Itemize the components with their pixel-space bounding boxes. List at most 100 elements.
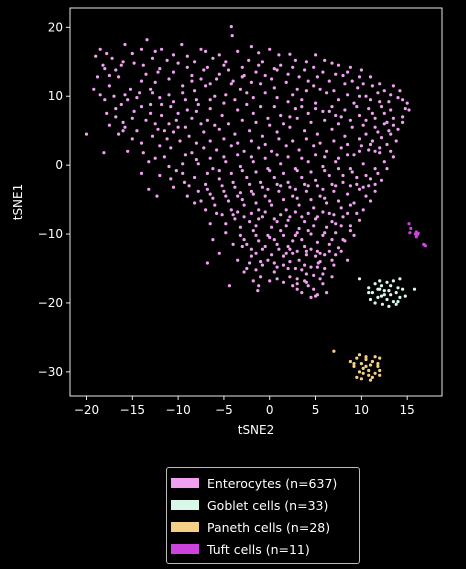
scatter-point	[158, 173, 162, 178]
scatter-point	[107, 73, 111, 78]
scatter-point	[270, 149, 274, 153]
x-tick-label: −15	[120, 403, 145, 417]
scatter-point	[224, 222, 228, 226]
scatter-point	[240, 198, 244, 202]
scatter-point	[233, 217, 237, 221]
scatter-point	[348, 167, 352, 171]
scatter-point	[385, 280, 389, 284]
scatter-point	[336, 98, 341, 102]
scatter-point	[315, 240, 319, 244]
scatter-point	[139, 171, 144, 175]
scatter-point	[376, 91, 380, 95]
scatter-point	[196, 162, 200, 166]
scatter-point	[279, 213, 283, 217]
scatter-point	[263, 194, 267, 198]
scatter-point	[213, 203, 217, 207]
scatter-point	[277, 53, 281, 57]
scatter-point	[149, 102, 153, 107]
scatter-point	[378, 368, 382, 373]
scatter-point	[403, 294, 407, 298]
scatter-point	[114, 115, 118, 119]
scatter-point	[348, 224, 352, 228]
scatter-point	[306, 160, 310, 164]
scatter-point	[288, 247, 292, 251]
scatter-point	[254, 201, 258, 205]
scatter-point	[251, 229, 255, 233]
scatter-point	[382, 289, 386, 293]
scatter-point	[165, 137, 169, 141]
scatter-point	[230, 34, 234, 38]
scatter-point	[364, 357, 368, 362]
scatter-point	[141, 63, 145, 67]
scatter-point	[158, 144, 162, 148]
scatter-point	[196, 102, 200, 107]
scatter-point	[341, 180, 345, 184]
scatter-point	[300, 175, 304, 180]
scatter-point	[281, 122, 286, 126]
scatter-point	[156, 127, 160, 131]
scatter-point	[355, 375, 359, 379]
scatter-point	[321, 272, 325, 276]
y-tick-label: −20	[38, 296, 63, 310]
scatter-point	[385, 167, 389, 171]
scatter-point	[248, 220, 252, 224]
scatter-point	[385, 297, 389, 302]
scatter-point	[275, 182, 279, 186]
scatter-point	[167, 93, 171, 97]
scatter-point	[123, 93, 127, 97]
scatter-point	[205, 171, 209, 175]
scatter-point	[330, 127, 334, 131]
scatter-point	[277, 247, 281, 251]
scatter-point	[103, 98, 107, 102]
scatter-point	[162, 129, 166, 133]
scatter-point	[314, 178, 318, 182]
scatter-point	[242, 270, 246, 274]
scatter-point	[238, 191, 242, 195]
scatter-point	[295, 116, 299, 120]
scatter-point	[352, 201, 356, 205]
scatter-point	[251, 160, 255, 164]
scatter-point	[330, 105, 334, 109]
scatter-point	[101, 63, 105, 67]
scatter-point	[251, 111, 255, 115]
y-axis-ticks: −30 −20 −10 0 10 20	[38, 20, 70, 379]
scatter-point	[208, 156, 212, 160]
scatter-point	[315, 184, 319, 188]
scatter-point	[181, 91, 185, 95]
scatter-point	[114, 68, 118, 72]
scatter-point	[297, 203, 301, 207]
scatter-point	[150, 91, 155, 95]
scatter-point	[334, 222, 338, 226]
scatter-point	[376, 130, 380, 134]
scatter-point	[306, 229, 310, 233]
scatter-point	[355, 182, 359, 186]
scatter-point	[325, 291, 329, 295]
scatter-point	[373, 149, 377, 153]
scatter-point	[281, 280, 286, 284]
scatter-chart: −20 −15 −10 −5 0 5 10 15 −30 −20 −10 0 10 20 tSNE2 t…	[11, 7, 443, 437]
scatter-point	[304, 253, 308, 257]
scatter-point	[181, 162, 185, 166]
scatter-point	[155, 194, 159, 198]
scatter-point	[303, 220, 307, 224]
scatter-point	[139, 79, 144, 83]
scatter-point	[260, 247, 264, 251]
scatter-point	[315, 265, 319, 269]
scatter-point	[295, 282, 299, 286]
scatter-point	[339, 224, 343, 228]
scatter-point	[297, 75, 301, 79]
scatter-point	[149, 111, 153, 115]
scatter-point	[222, 101, 226, 105]
scatter-point	[217, 251, 221, 255]
scatter-point	[268, 47, 272, 51]
scatter-point	[315, 75, 319, 79]
scatter-point	[376, 362, 380, 366]
scatter-point	[102, 151, 106, 155]
scatter-point	[272, 175, 276, 180]
scatter-point	[153, 156, 157, 160]
x-tick-label: −20	[74, 403, 99, 417]
scatter-point	[259, 275, 263, 279]
scatter-point	[268, 169, 272, 173]
scatter-point	[238, 225, 242, 229]
scatter-point	[263, 210, 267, 214]
